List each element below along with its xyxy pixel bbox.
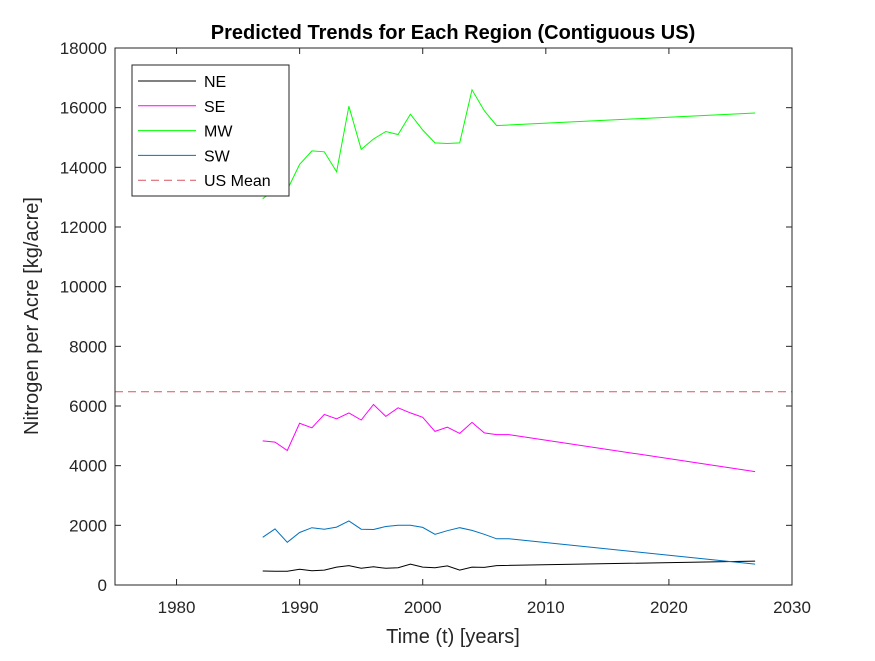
legend-label-us-mean: US Mean (204, 173, 271, 190)
series-line-se (262, 403, 756, 473)
x-axis-label: Time (t) [years] (386, 626, 520, 648)
series-line-sw (262, 520, 756, 565)
x-tick-label: 2020 (650, 598, 688, 617)
x-tick-label: 2010 (527, 598, 565, 617)
y-tick-label: 8000 (69, 337, 107, 356)
legend-label-mw: MW (204, 124, 233, 141)
legend-label-se: SE (204, 99, 225, 116)
series-line-ne (262, 560, 756, 572)
chart-title: Predicted Trends for Each Region (Contig… (211, 22, 695, 44)
y-axis-label: Nitrogen per Acre [kg/acre] (21, 197, 43, 435)
x-tick-label: 1990 (281, 598, 319, 617)
series-line-mw (262, 88, 756, 200)
y-tick-label: 0 (98, 576, 107, 595)
y-tick-label: 2000 (69, 516, 107, 535)
y-tick-label: 6000 (69, 397, 107, 416)
y-tick-label: 16000 (60, 99, 107, 118)
x-tick-label: 1980 (158, 598, 196, 617)
x-tick-label: 2000 (404, 598, 442, 617)
legend-label-ne: NE (204, 74, 226, 91)
y-axis-ticks: 0 2000 4000 6000 8000 10000 12000 14000 16000 180… (60, 39, 792, 595)
legend-label-sw: SW (204, 148, 231, 165)
y-tick-label: 12000 (60, 218, 107, 237)
x-tick-label: 2030 (773, 598, 811, 617)
y-tick-label: 10000 (60, 278, 107, 297)
y-tick-label: 18000 (60, 39, 107, 58)
x-axis-ticks: 1980 1990 2000 2010 2020 2030 (158, 48, 811, 617)
series-layer (115, 88, 792, 572)
y-tick-label: 14000 (60, 158, 107, 177)
legend: NE SE MW SW US Mean (131, 64, 290, 197)
plot-frame (114, 47, 793, 586)
y-tick-label: 4000 (69, 457, 107, 476)
